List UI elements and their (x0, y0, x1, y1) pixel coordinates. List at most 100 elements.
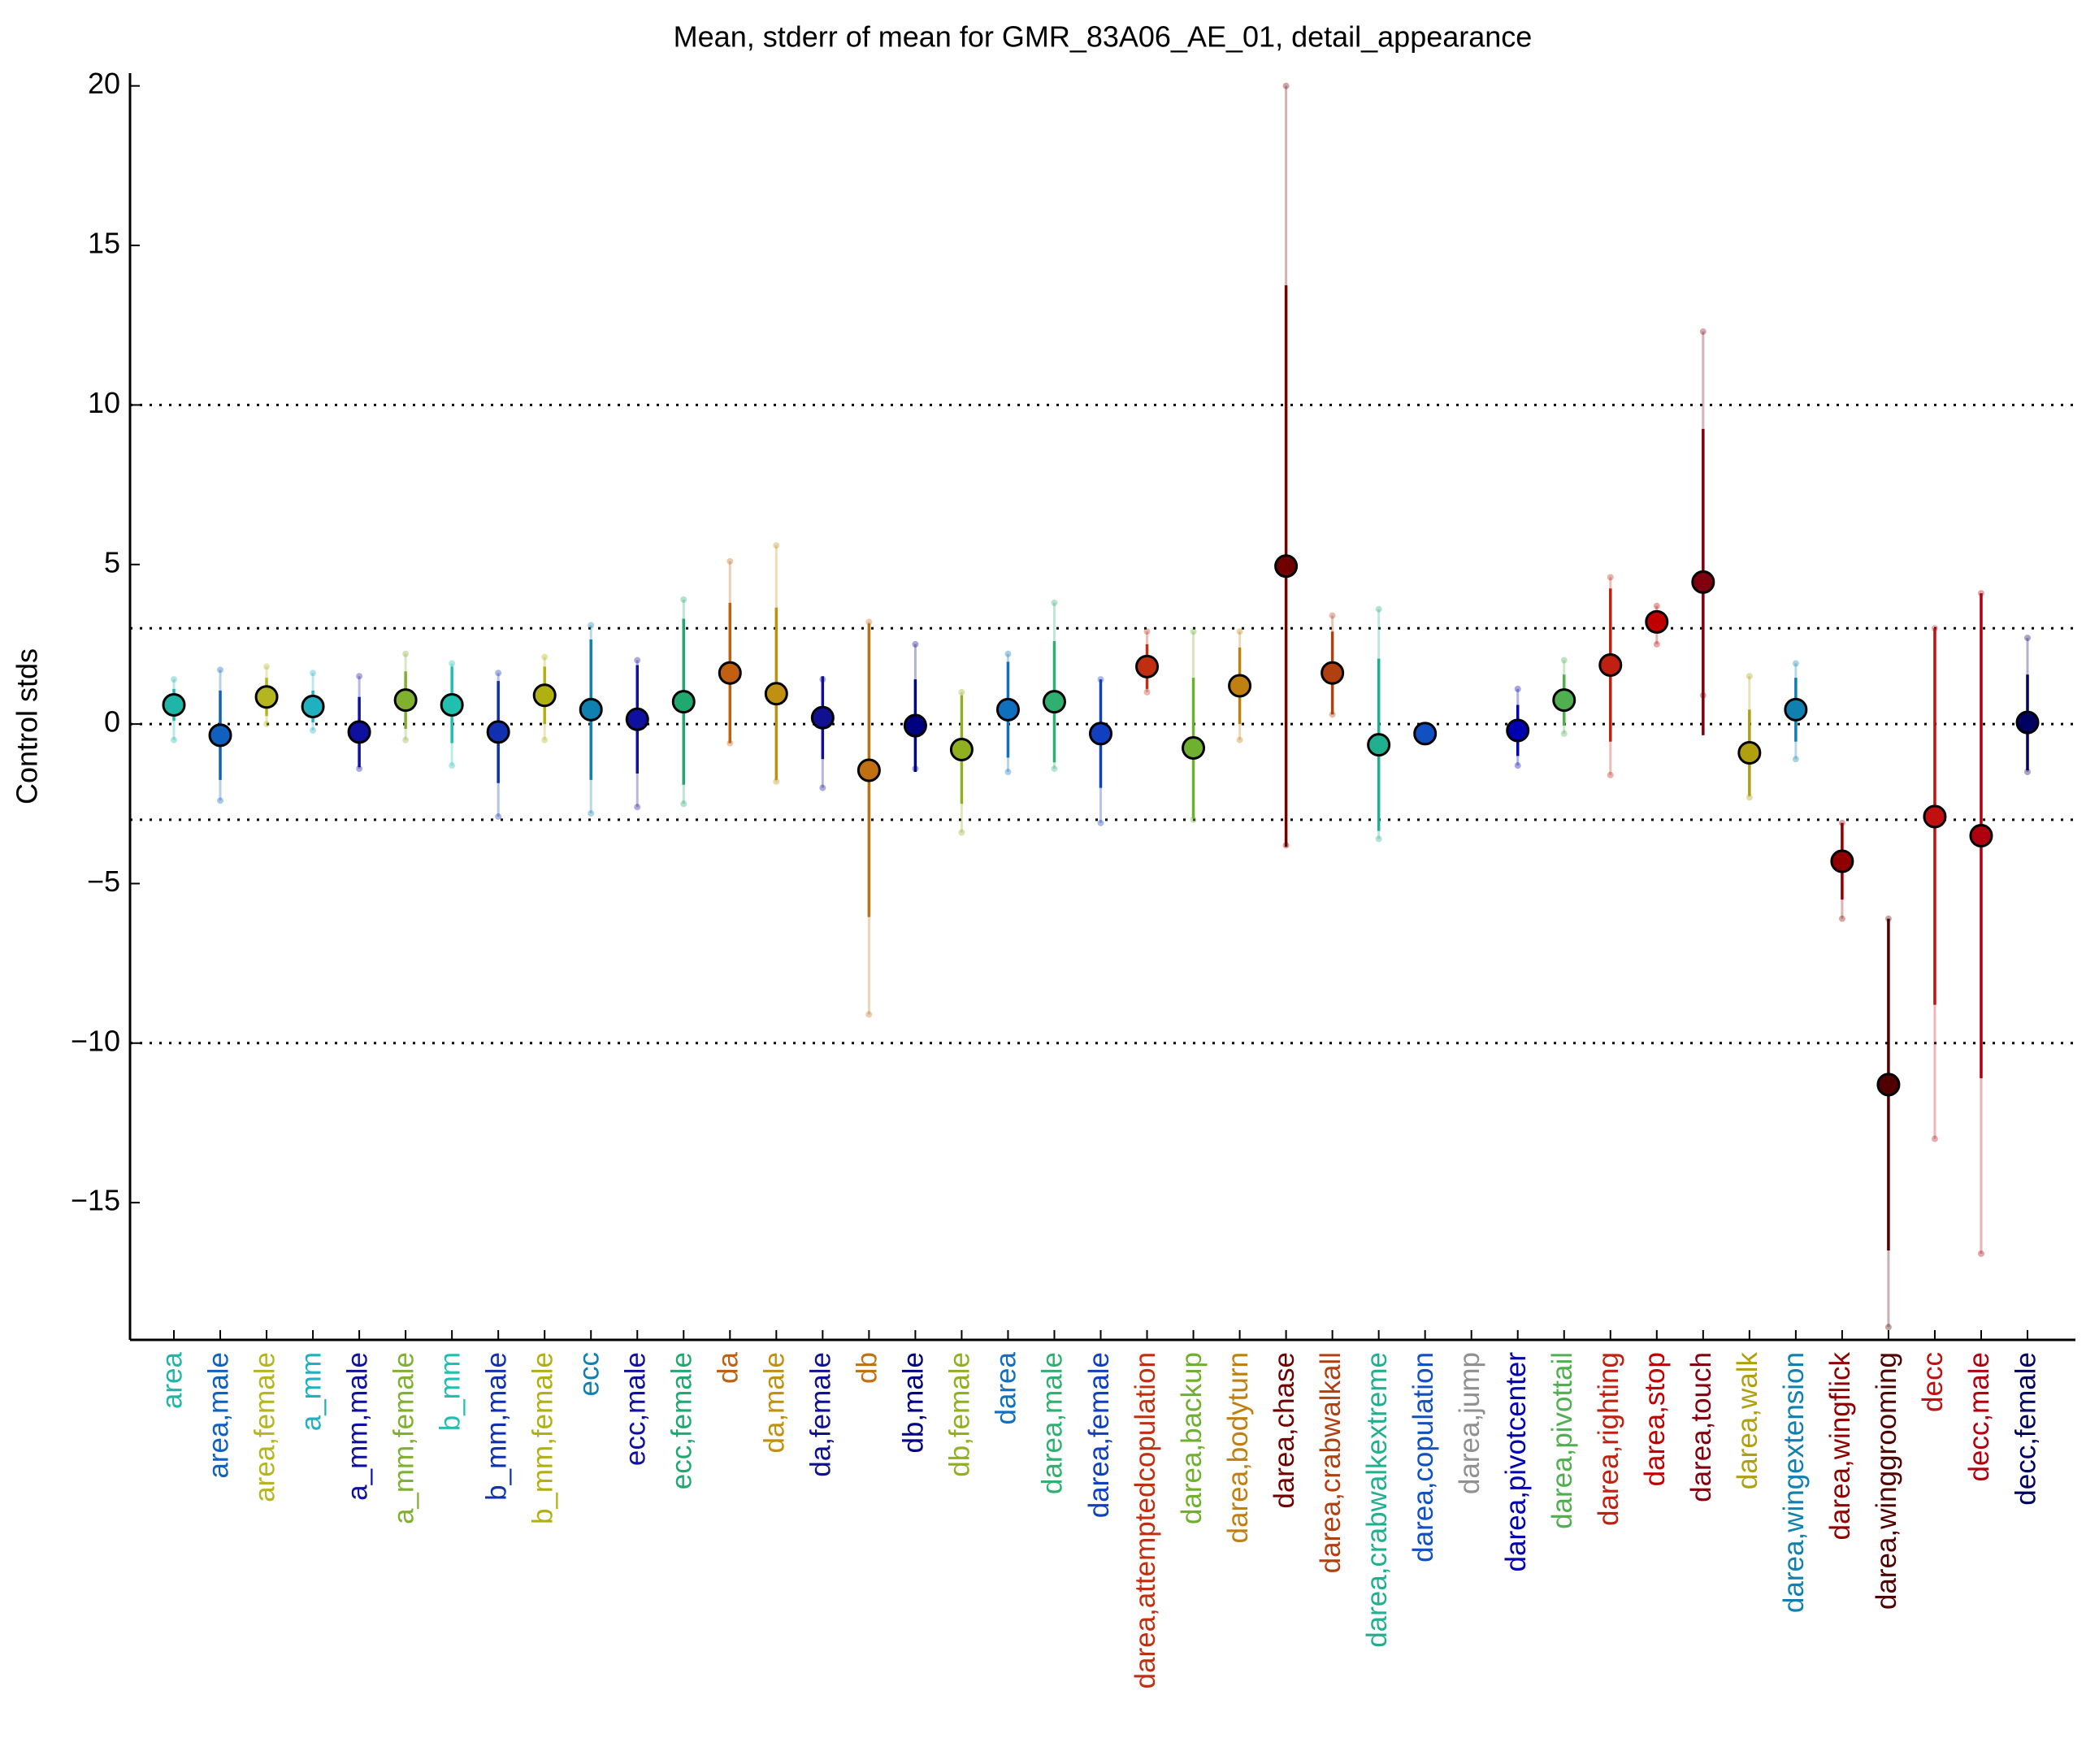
x-tick-label: b_mm (434, 1352, 466, 1431)
spread-end (634, 804, 641, 811)
spread-end (726, 557, 734, 565)
x-tick-label: darea,crabwalkextreme (1361, 1352, 1393, 1648)
x-tick-label: a_mm,female (388, 1352, 419, 1524)
x-tick-label: da,male (759, 1352, 791, 1454)
spread-end (865, 618, 873, 626)
mean-marker (1089, 722, 1112, 746)
spread-end (1746, 794, 1753, 801)
spread-end (819, 784, 826, 791)
mean-marker (2015, 710, 2040, 735)
mean-marker (718, 661, 742, 685)
spread-end (2024, 635, 2031, 642)
x-tick-label: darea,crabwalkall (1315, 1352, 1347, 1573)
x-tick-label: darea,wingflick (1824, 1352, 1856, 1541)
spread-end (1560, 730, 1568, 737)
mean-marker (995, 697, 1020, 722)
y-tick-label: 20 (88, 67, 120, 100)
mean-marker (764, 682, 788, 706)
mean-marker (1737, 740, 1762, 765)
x-tick-label: darea,backup (1176, 1352, 1208, 1524)
spread-end (1375, 835, 1382, 843)
spread-end (1792, 660, 1799, 667)
mean-marker (1830, 849, 1854, 873)
spread-end (1375, 605, 1382, 613)
mean-marker (162, 693, 186, 717)
mean-marker (1691, 570, 1715, 594)
x-tick-label: darea,bodyturn (1222, 1352, 1254, 1543)
x-tick-label: db,male (898, 1352, 930, 1454)
x-tick-label: area,female (249, 1352, 280, 1502)
spread-end (634, 657, 641, 664)
x-tick-label: ecc (573, 1352, 605, 1396)
mean-marker (671, 690, 696, 714)
mean-marker (486, 720, 510, 744)
spread-end (495, 813, 502, 820)
x-tick-label: ecc,female (666, 1352, 698, 1489)
mean-marker (301, 695, 325, 718)
x-tick-label: decc,male (1963, 1352, 1995, 1482)
mean-marker (1182, 736, 1206, 761)
spread-end (588, 622, 595, 629)
x-tick-label: area,male (202, 1352, 234, 1479)
spread-end (541, 653, 549, 661)
y-tick-label: −15 (71, 1184, 120, 1217)
x-tick-label: ecc,male (620, 1352, 652, 1466)
spread-end (541, 736, 549, 743)
spread-end (1792, 756, 1799, 763)
spread-end (1329, 612, 1336, 619)
spread-end (1838, 915, 1845, 922)
x-tick-label: darea (991, 1351, 1022, 1424)
spread-end (958, 688, 965, 696)
mean-marker (208, 723, 232, 748)
x-tick-label: a_mm (295, 1352, 327, 1431)
mean-marker (1367, 733, 1391, 757)
mean-marker (254, 685, 279, 709)
spread-end (449, 762, 456, 769)
spread-end (1607, 771, 1614, 778)
mean-marker (1135, 654, 1160, 678)
spread-end (1004, 769, 1012, 776)
spread-end (1977, 1250, 1984, 1257)
mean-marker (579, 697, 603, 722)
x-tick-label: darea,attemptedcopulation (1130, 1352, 1161, 1688)
x-tick-label: decc (1917, 1352, 1949, 1412)
mean-marker (393, 688, 418, 713)
spread-end (171, 736, 177, 743)
spread-end (1097, 819, 1104, 826)
spread-end (402, 650, 410, 657)
x-tick-label: darea,female (1083, 1352, 1115, 1518)
x-tick-label: a_mm,male (341, 1352, 373, 1501)
mean-marker (1784, 697, 1808, 722)
spread-end (1236, 736, 1243, 743)
mean-marker (625, 707, 649, 731)
x-tick-label: darea,winggrooming (1871, 1352, 1902, 1610)
mean-marker (440, 693, 464, 717)
x-tick-label: darea,righting (1593, 1352, 1624, 1526)
spread-end (1653, 640, 1660, 648)
spread-end (495, 670, 502, 677)
spread-end (1190, 816, 1197, 823)
mean-marker (857, 758, 881, 782)
spread-end (1051, 765, 1058, 773)
spread-end (1931, 1135, 1938, 1142)
spread-end (310, 726, 317, 734)
spread-end (356, 765, 363, 773)
x-tick-label: area (156, 1351, 188, 1409)
mean-marker (1876, 1073, 1901, 1097)
mean-marker (1645, 609, 1669, 634)
x-tick-label: darea,chase (1269, 1352, 1300, 1509)
spread-end (217, 666, 224, 674)
x-tick-label: darea,touch (1685, 1352, 1717, 1502)
x-tick-label: b_mm,female (527, 1352, 558, 1524)
spread-end (310, 670, 317, 677)
x-tick-label: b_mm,male (480, 1352, 512, 1501)
x-tick-label: darea,pivottail (1546, 1352, 1578, 1529)
y-tick-label: 5 (104, 545, 120, 579)
y-tick-label: 0 (104, 705, 120, 739)
spread-end (1190, 628, 1197, 635)
x-tick-label: darea,stop (1639, 1352, 1671, 1486)
mean-marker (1598, 652, 1623, 677)
spread-end (1699, 328, 1707, 336)
y-tick-label: 10 (88, 386, 120, 419)
